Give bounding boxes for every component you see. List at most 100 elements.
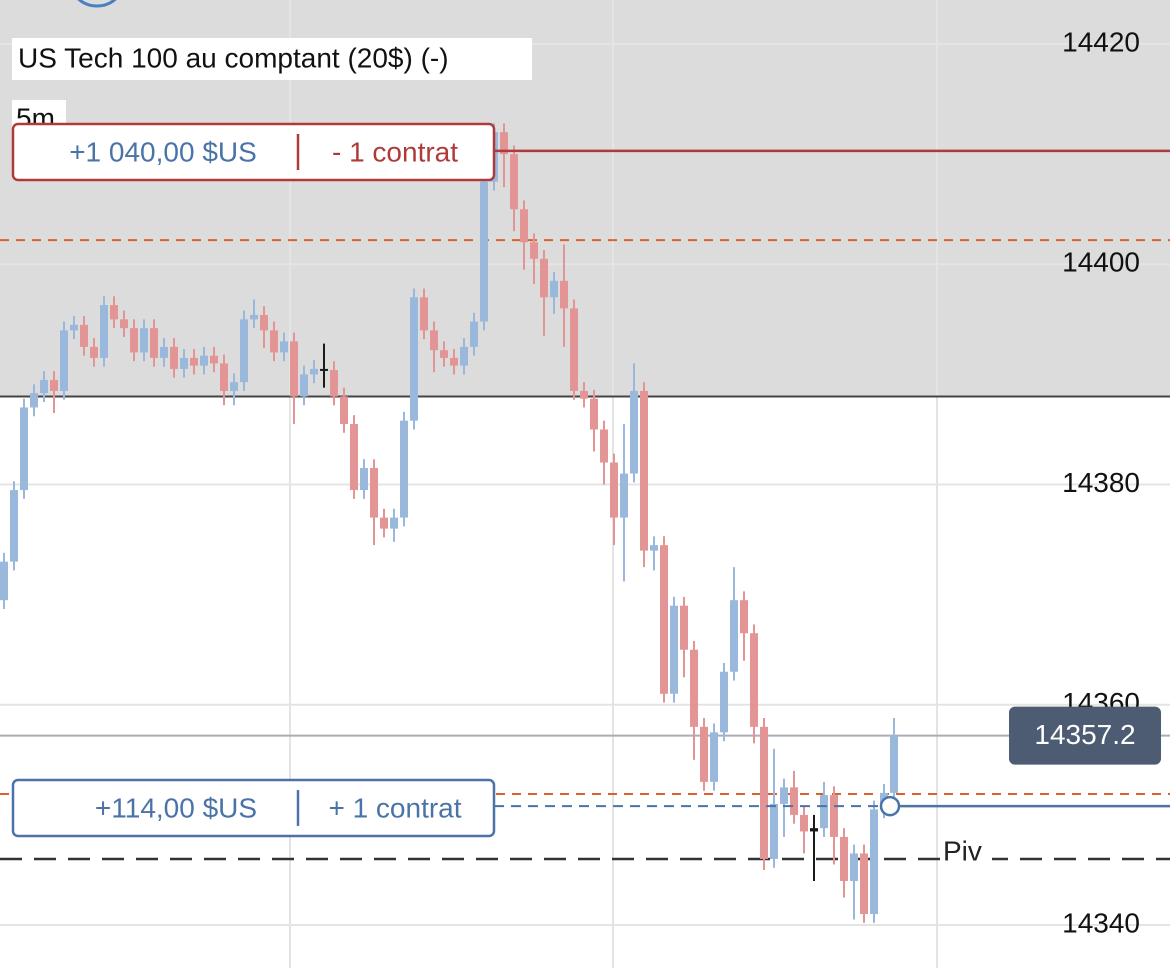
candle-body — [60, 330, 68, 391]
candle-body — [370, 468, 378, 518]
pivot-label: Piv — [943, 835, 982, 866]
candle-body — [500, 132, 508, 155]
candle-body — [510, 154, 518, 210]
candle-body — [30, 393, 38, 408]
candle-body — [110, 305, 118, 320]
candle-body — [870, 809, 878, 915]
candle-body — [160, 346, 168, 358]
candle-body — [540, 258, 548, 298]
candle-body — [90, 346, 98, 358]
candle-body — [660, 545, 668, 694]
candle-body — [810, 828, 818, 832]
candle-body — [250, 314, 258, 320]
candle-body — [380, 517, 388, 529]
candle-body — [440, 350, 448, 358]
order-box — [11, 778, 496, 838]
order-box — [11, 122, 496, 182]
candle-body — [20, 407, 28, 491]
candle-body — [800, 814, 808, 832]
overlay-layer: US Tech 100 au comptant (20$) (-) 5m +1 … — [11, 0, 1170, 871]
order-pnl: +1 040,00 $US — [69, 136, 257, 167]
candle-body — [550, 280, 558, 298]
candle-body — [70, 324, 78, 331]
order-qty: - 1 contrat — [332, 136, 458, 167]
candle-body — [840, 836, 848, 882]
candle-body — [640, 390, 648, 551]
candle-body — [310, 368, 318, 375]
candle-body — [80, 324, 88, 347]
candle-body — [680, 605, 688, 650]
candle-body — [460, 346, 468, 366]
candle-body — [750, 633, 758, 727]
candle-body — [730, 600, 738, 672]
candle-body — [450, 357, 458, 366]
title-bg — [12, 38, 532, 80]
candle-body — [470, 321, 478, 347]
last-price-box — [1009, 706, 1161, 765]
y-tick-label: 14420 — [1062, 26, 1140, 57]
candle-body — [130, 328, 138, 353]
candle-body — [40, 379, 48, 394]
last-price-label: 14357.2 — [1034, 719, 1135, 750]
candle-body — [690, 649, 698, 727]
candle-body — [420, 297, 428, 331]
candle-body — [570, 308, 578, 391]
candle-body — [340, 396, 348, 424]
candle-body — [210, 355, 218, 364]
candle-body — [240, 319, 248, 383]
candle-body — [580, 390, 588, 399]
candle-body — [700, 726, 708, 782]
candle-body — [290, 341, 298, 397]
candle-body — [400, 420, 408, 518]
candle-body — [270, 330, 278, 353]
candle-body — [890, 735, 898, 793]
candle-body — [630, 390, 638, 474]
candle-body — [650, 545, 658, 551]
order-handle — [879, 795, 901, 817]
candle-body — [590, 398, 598, 430]
pivot-label-bg — [940, 834, 992, 871]
candle-body — [0, 561, 8, 601]
order-pnl: +114,00 $US — [95, 792, 257, 823]
candle-body — [300, 374, 308, 397]
candle-body — [10, 490, 18, 562]
candle-body — [100, 305, 108, 358]
candle-body — [620, 473, 628, 518]
order-qty: + 1 contrat — [328, 792, 461, 823]
logo-circle — [77, 0, 117, 8]
candle-body — [560, 280, 568, 309]
candle-body — [850, 853, 858, 882]
candle-body — [740, 600, 748, 634]
candle-body — [480, 181, 488, 322]
y-tick-label: 14340 — [1062, 907, 1140, 938]
candle-body — [390, 517, 398, 529]
candle-body — [610, 462, 618, 518]
candle-body — [50, 379, 58, 391]
candle-body — [410, 297, 418, 421]
candle-body — [820, 795, 828, 829]
candle-body — [770, 803, 778, 859]
candle-body — [260, 314, 268, 331]
candles-layer — [0, 123, 898, 923]
candle-body — [180, 357, 188, 369]
candle-body — [360, 468, 368, 491]
candle-body — [120, 319, 128, 329]
candle-body — [280, 341, 288, 353]
candle-body — [330, 370, 338, 397]
candle-body — [670, 605, 678, 694]
chart-title: US Tech 100 au comptant (20$) (-) — [18, 42, 449, 73]
candle-body — [760, 726, 768, 859]
candle-body — [150, 328, 158, 358]
candle-body — [710, 732, 718, 782]
candle-body — [600, 429, 608, 463]
candle-body — [200, 355, 208, 366]
candle-body — [430, 330, 438, 351]
candle-body — [720, 671, 728, 733]
y-tick-label: 14400 — [1062, 247, 1140, 278]
candle-body — [830, 795, 838, 837]
candle-body — [520, 209, 528, 243]
candle-body — [350, 423, 358, 491]
